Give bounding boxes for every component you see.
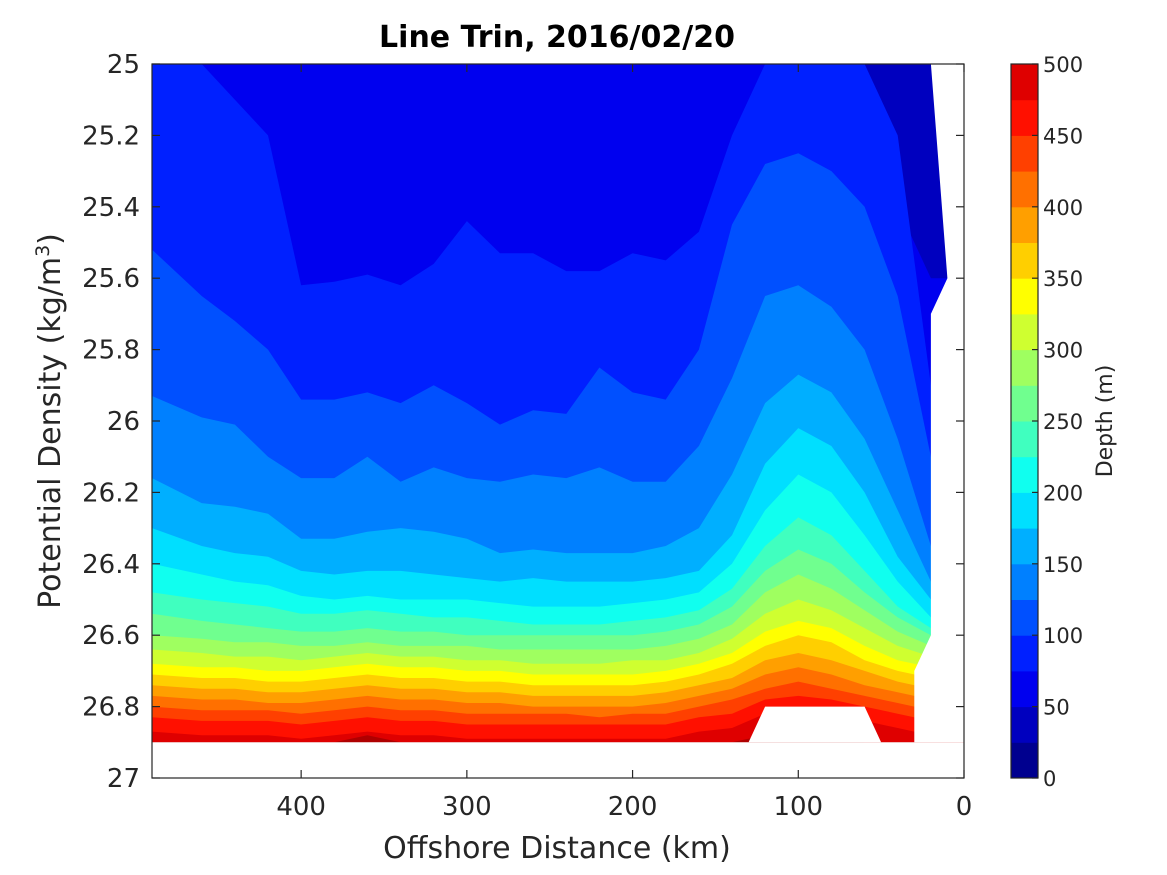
x-tick-label: 100: [773, 792, 823, 822]
y-tick-label: 26.6: [82, 621, 140, 651]
y-tick-label: 26.4: [82, 550, 140, 580]
x-axis: 400 300 200 100 0: [276, 64, 972, 822]
colorbar-band: [1011, 528, 1038, 565]
colorbar-band: [1011, 313, 1038, 351]
colorbar-band: [1011, 171, 1038, 208]
y-axis-label-end: ): [33, 233, 68, 245]
colorbar-band: [1011, 742, 1038, 779]
colorbar-band: [1011, 706, 1038, 743]
y-axis-label-main: Potential Density (kg/m: [33, 257, 68, 609]
colorbar-band: [1011, 99, 1038, 136]
y-tick-label: 27: [107, 764, 140, 794]
colorbar-band: [1011, 635, 1038, 672]
colorbar-band: [1011, 349, 1038, 386]
colorbar-tick-label: 200: [1043, 481, 1083, 505]
y-axis-label: Potential Density (kg/m3): [32, 233, 68, 609]
colorbar-band: [1011, 599, 1038, 636]
x-tick-label: 0: [956, 792, 973, 822]
y-tick-label: 25.2: [82, 121, 140, 151]
colorbar-tick-label: 50: [1043, 696, 1070, 720]
y-axis: 25 25.2 25.4 25.6 25.8 26 26.2 26.4 26.6 26.8 27: [82, 50, 964, 794]
plot-area: [152, 64, 964, 778]
colorbar-tick-label: 100: [1043, 624, 1083, 648]
x-tick-label: 400: [276, 792, 326, 822]
colorbar-band: [1011, 563, 1038, 600]
y-tick-label: 26.2: [82, 478, 140, 508]
colorbar-band: [1011, 242, 1038, 279]
colorbar-tick-label: 0: [1043, 767, 1056, 791]
region-below-data: [152, 742, 964, 778]
y-tick-label: 25.4: [82, 193, 140, 223]
y-tick-label: 25.8: [82, 336, 140, 366]
x-tick-label: 300: [442, 792, 492, 822]
colorbar-band: [1011, 492, 1038, 529]
coastal-no-data: [914, 64, 964, 743]
colorbar-band: [1011, 278, 1038, 315]
colorbar-band: [1011, 206, 1038, 243]
x-axis-label: Offshore Distance (km): [383, 831, 731, 866]
y-axis-label-sup: 3: [32, 245, 54, 257]
colorbar-label: Depth (m): [1093, 365, 1118, 478]
colorbar: 0 50 100 150 200 250 300 350 400 450 500: [1010, 53, 1083, 791]
colorbar-band: [1011, 670, 1038, 708]
colorbar-tick-label: 300: [1043, 339, 1083, 363]
colorbar-band: [1011, 135, 1038, 172]
colorbar-band: [1011, 64, 1038, 101]
colorbar-tick-label: 250: [1043, 410, 1083, 434]
y-tick-label: 26: [107, 407, 140, 437]
y-tick-label: 25: [107, 50, 140, 80]
x-tick-label: 200: [608, 792, 658, 822]
colorbar-band: [1011, 456, 1038, 493]
colorbar-tick-label: 400: [1043, 196, 1083, 220]
chart-title: Line Trin, 2016/02/20: [379, 20, 735, 55]
y-tick-label: 26.8: [82, 693, 140, 723]
colorbar-tick-label: 150: [1043, 553, 1083, 577]
colorbar-tick-label: 450: [1043, 124, 1083, 148]
colorbar-tick-label: 350: [1043, 267, 1083, 291]
colorbar-tick-label: 500: [1043, 53, 1083, 77]
seamount-no-data: [748, 706, 882, 743]
y-tick-label: 25.6: [82, 264, 140, 294]
colorbar-band: [1011, 385, 1038, 422]
colorbar-band: [1011, 421, 1038, 458]
